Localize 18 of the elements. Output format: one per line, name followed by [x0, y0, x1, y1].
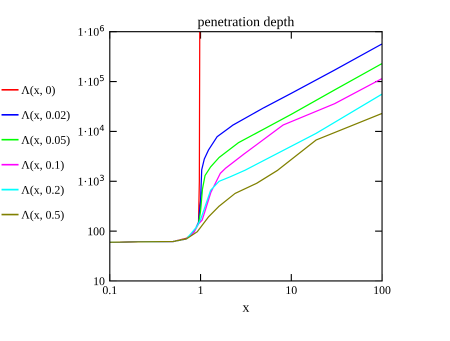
- y-tick-label: 10: [94, 277, 104, 286]
- legend-label: Λ(x, 0.5): [21, 210, 64, 222]
- y-tick-label: 1·10$^{4}$: [78, 124, 104, 136]
- legend-label: Λ(x, 0.02): [21, 110, 70, 122]
- x-tick-label: 0.1: [102, 286, 116, 294]
- legend-label: Λ(x, 0.2): [21, 186, 64, 196]
- y-tick-label: 100: [88, 227, 104, 236]
- y-tick-label: 1·10$^{5}$: [78, 75, 104, 86]
- x-tick-label: 100: [374, 286, 390, 294]
- y-tick-label: 1·10$^{3}$: [78, 174, 104, 186]
- legend-label: Λ(x, 0.05): [21, 136, 70, 146]
- y-tick-label: 1·10$^{6}$: [78, 25, 104, 36]
- x-axis-title: x: [242, 305, 250, 312]
- legend-label: Λ(x, 0): [21, 86, 55, 96]
- x-tick-label: 1: [198, 286, 203, 294]
- legend-label: Λ(x, 0.1): [21, 160, 64, 172]
- chart-title: penetration depth: [198, 16, 294, 30]
- x-tick-label: 10: [286, 286, 297, 294]
